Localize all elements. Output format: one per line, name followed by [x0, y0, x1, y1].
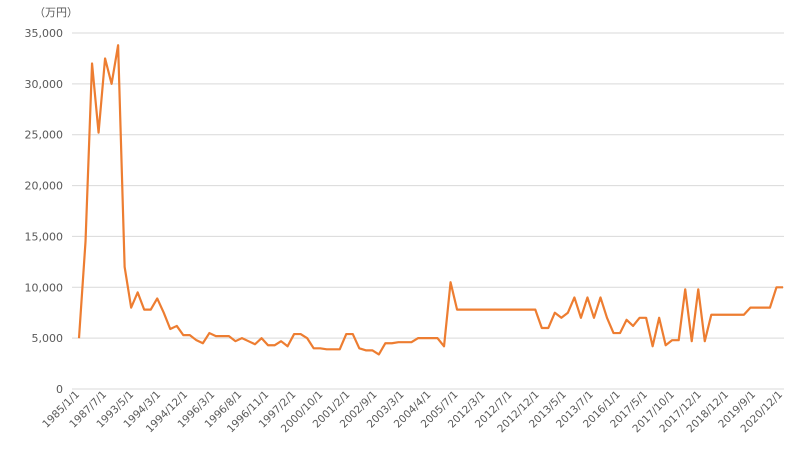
y-tick-label: 35,000 [25, 27, 64, 40]
y-tick-label: 25,000 [25, 129, 64, 142]
series [77, 44, 783, 356]
y-unit-label: （万円） [34, 6, 78, 19]
series-line [77, 44, 783, 356]
y-tick-label: 0 [56, 383, 63, 396]
y-axis: 0 5,000 10,000 15,000 20,000 25,000 30,000 35,0… [25, 27, 64, 396]
y-tick-label: 10,000 [25, 281, 64, 294]
y-tick-label: 20,000 [25, 180, 64, 193]
y-tick-label: 5,000 [32, 332, 64, 345]
gridlines [72, 32, 784, 390]
y-tick-label: 30,000 [25, 78, 64, 91]
x-axis: 1985/1/11987/7/11993/5/11994/3/11994/12/… [40, 389, 785, 436]
y-tick-label: 15,000 [25, 230, 64, 243]
